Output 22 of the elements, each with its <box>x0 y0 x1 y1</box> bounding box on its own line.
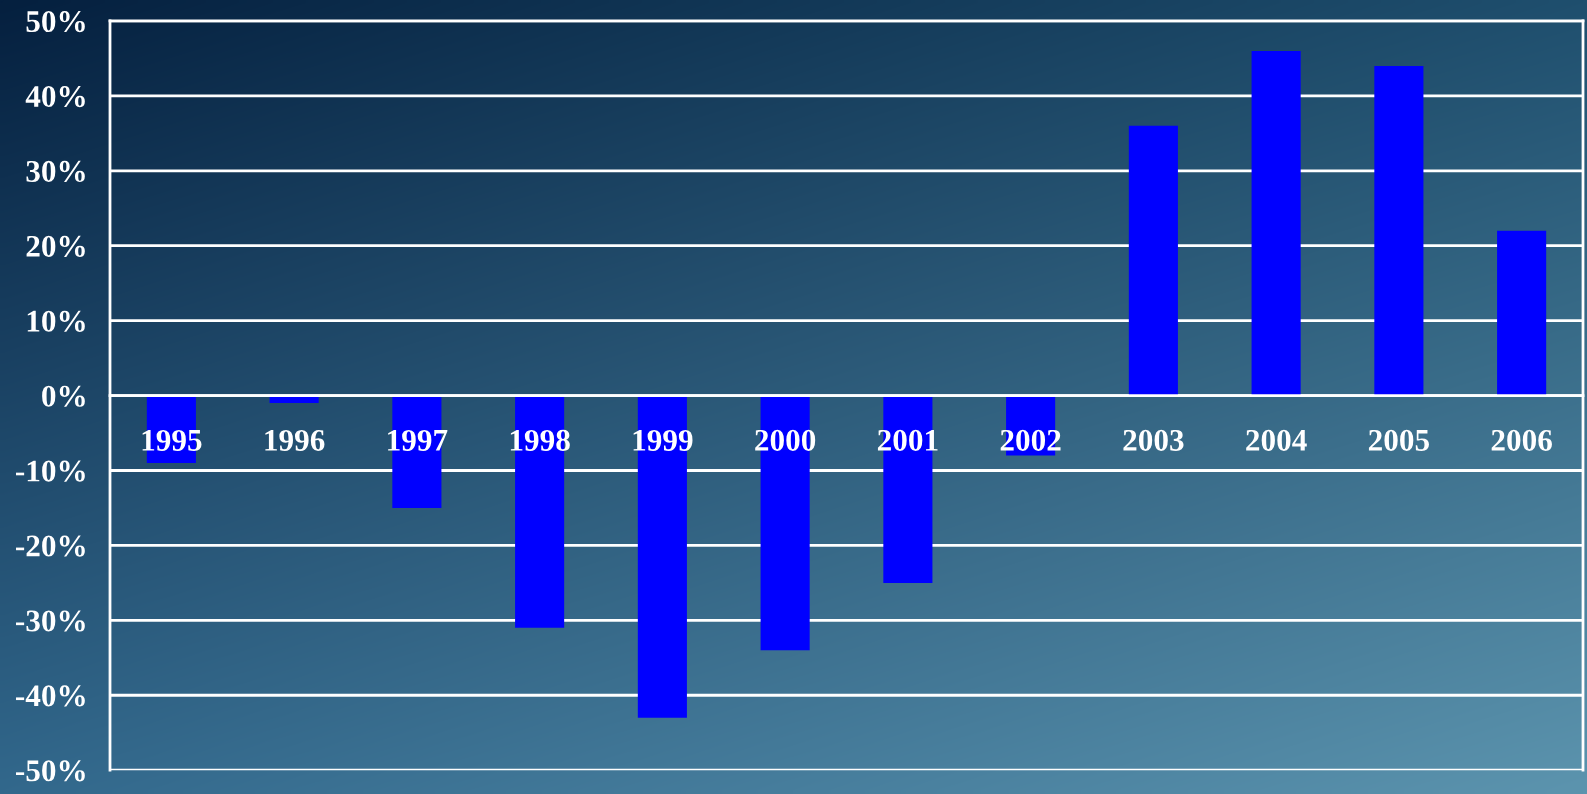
x-tick-label: 1998 <box>510 429 570 451</box>
x-tick-label: 2002 <box>1000 429 1061 451</box>
y-tick-label: 10% <box>27 310 85 332</box>
x-tick-label: 2006 <box>1491 429 1552 451</box>
y-tick-label: -50% <box>16 760 85 782</box>
x-tick-label: 1996 <box>265 429 325 451</box>
x-tick-label: 2003 <box>1123 429 1184 451</box>
x-tick-label: 2000 <box>755 429 816 451</box>
y-tick-label: 0% <box>42 385 85 407</box>
x-tick-label: 1997 <box>388 429 448 451</box>
x-tick-label: 2001 <box>877 429 938 451</box>
y-tick-label: 20% <box>26 235 85 257</box>
y-tick-label: 50% <box>26 11 85 33</box>
y-tick-label: -10% <box>16 460 85 482</box>
x-tick-label: 2004 <box>1246 429 1307 451</box>
y-tick-label: 30% <box>26 160 85 183</box>
x-tick-label: 1999 <box>633 429 693 451</box>
x-tick-label: 2005 <box>1368 429 1429 451</box>
y-tick-label: -40% <box>16 685 85 707</box>
y-tick-label: -20% <box>16 535 85 557</box>
y-tick-label: -30% <box>16 610 85 632</box>
y-tick-label: 40% <box>25 85 85 108</box>
